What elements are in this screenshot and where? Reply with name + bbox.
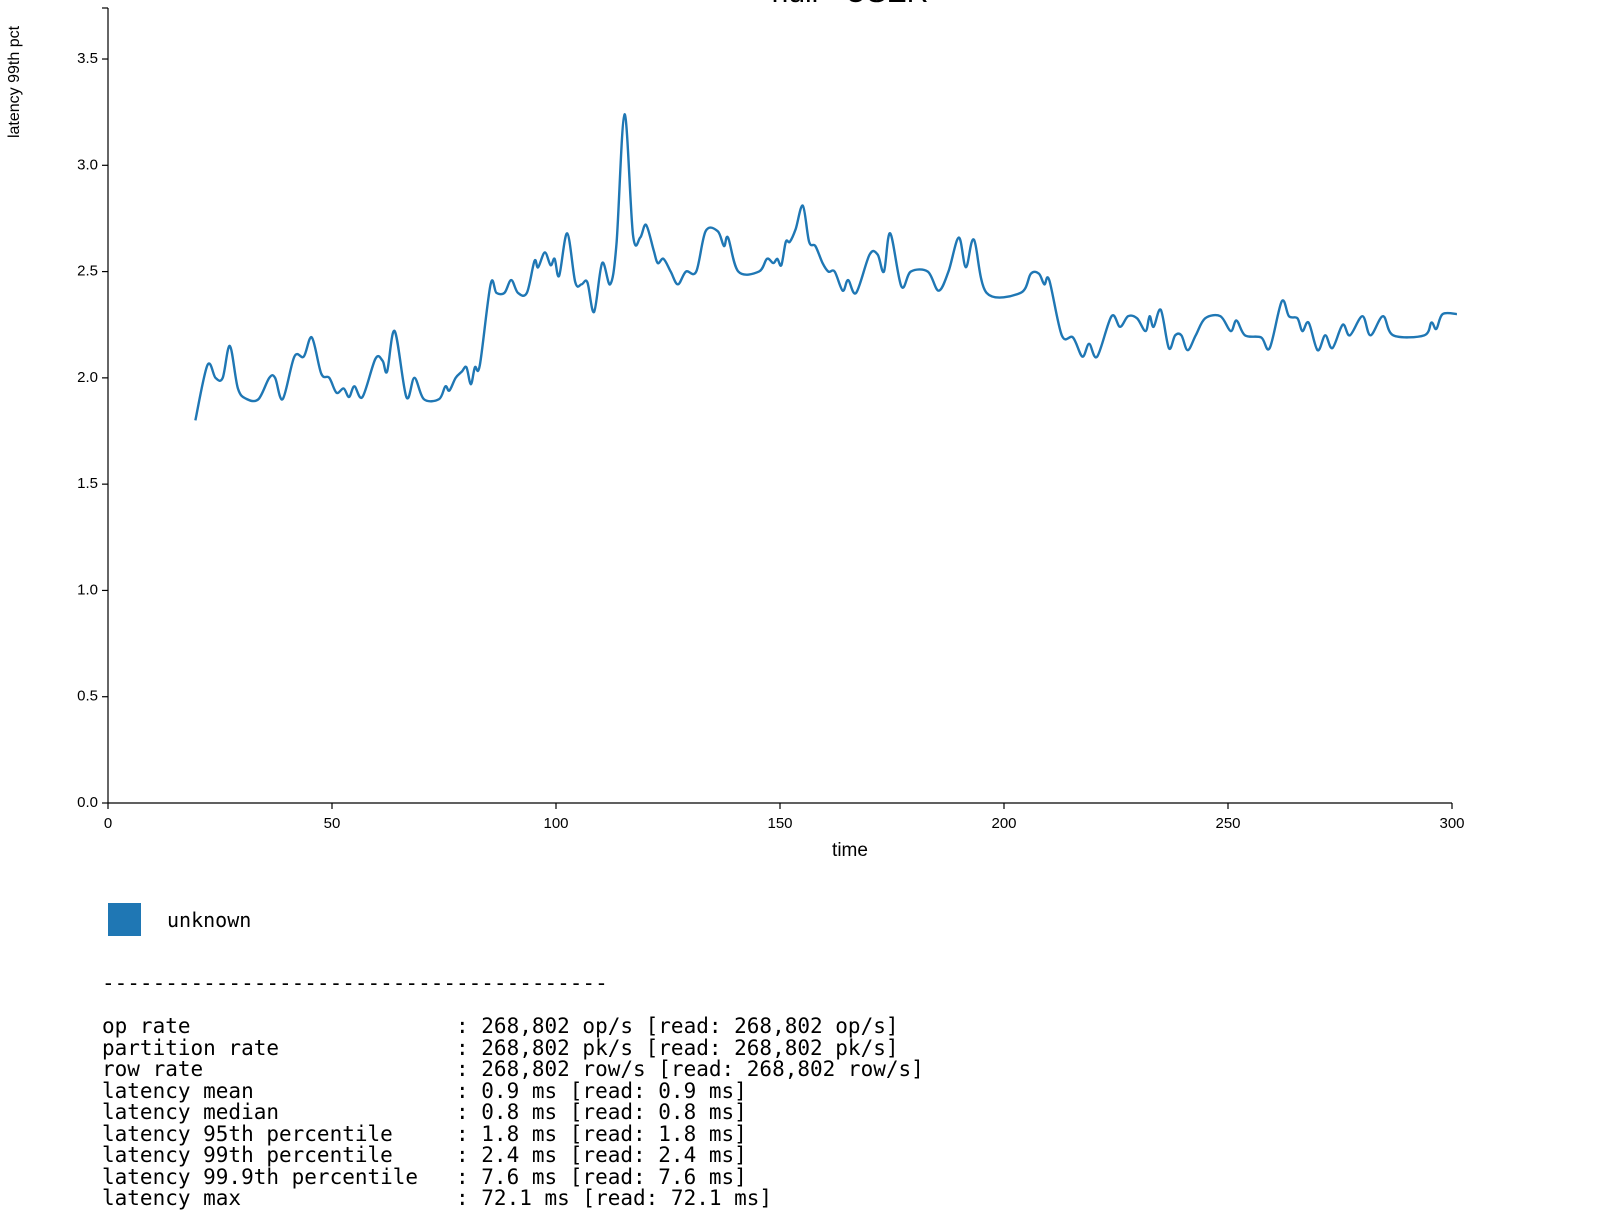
stats: ----------------------------------------… <box>102 930 924 1210</box>
stat-value: : 268,802 op/s [read: 268,802 op/s] <box>456 1014 899 1038</box>
y-axis-label: latency 99th pct <box>6 25 23 138</box>
stat-value: : 2.4 ms [read: 2.4 ms] <box>456 1143 747 1167</box>
x-tick-label: 300 <box>1439 815 1464 832</box>
stat-value: : 1.8 ms [read: 1.8 ms] <box>456 1121 747 1146</box>
chart-title: null - USER <box>772 0 929 9</box>
x-tick-label: 100 <box>543 815 568 832</box>
stat-row: partition rate : 268,802 pk/s [read: 268,… <box>102 1035 924 1060</box>
separator: ---------------------------------------- <box>102 971 608 995</box>
y-tick-label: 0.0 <box>77 794 98 811</box>
stat-row: op rate : 268,802 op/s [read: 268,802 op/… <box>102 1014 924 1038</box>
x-tick-label: 50 <box>324 815 341 832</box>
stat-value: : 268,802 row/s [read: 268,802 row/s] <box>456 1057 924 1081</box>
x-tick-label: 200 <box>991 815 1016 832</box>
x-tick-label: 150 <box>767 815 792 832</box>
x-axis-label: time <box>832 840 868 861</box>
stat-label: latency 99th percentile <box>102 1143 393 1167</box>
y-tick-label: 1.5 <box>77 475 98 492</box>
y-tick-label: 3.0 <box>77 156 98 173</box>
stat-label: latency max <box>102 1186 242 1210</box>
legend-swatch <box>108 903 141 936</box>
legend: unknown <box>108 903 251 936</box>
stat-row: latency mean : 0.9 ms [read: 0.9 ms] <box>102 1078 924 1103</box>
y-tick-label: 1.0 <box>77 581 98 598</box>
y-tick-label: 3.5 <box>77 50 98 67</box>
stat-value: : 268,802 pk/s [read: 268,802 pk/s] <box>456 1035 899 1060</box>
stat-row: latency median : 0.8 ms [read: 0.8 ms] <box>102 1100 924 1124</box>
data-line <box>194 113 1458 421</box>
stat-value: : 72.1 ms [read: 72.1 ms] <box>456 1186 773 1210</box>
stat-row: latency 95th percentile : 1.8 ms [read: 1… <box>102 1121 924 1146</box>
stat-row: row rate : 268,802 row/s [read: 268,802 r… <box>102 1057 924 1081</box>
stat-row: latency max : 72.1 ms [read: 72.1 ms] <box>102 1186 924 1210</box>
stat-label: latency 99.9th percentile <box>102 1164 419 1189</box>
stat-row: latency 99th percentile : 2.4 ms [read: 2… <box>102 1143 924 1167</box>
y-tick-label: 0.5 <box>77 688 98 705</box>
stat-label: partition rate <box>102 1035 280 1060</box>
y-tick-label: 2.0 <box>77 369 98 386</box>
stat-label: latency 95th percentile <box>102 1121 393 1146</box>
stat-label: op rate <box>102 1014 191 1038</box>
legend-label: unknown <box>167 907 252 932</box>
stat-row: latency 99.9th percentile : 7.6 ms [read:… <box>102 1164 924 1189</box>
x-tick-label: 0 <box>104 815 112 832</box>
x-tick-label: 250 <box>1215 815 1240 832</box>
stat-value: : 0.8 ms [read: 0.8 ms] <box>456 1100 747 1124</box>
stat-value: : 7.6 ms [read: 7.6 ms] <box>456 1164 747 1189</box>
page: null - USER time latency 99th pct 0.0 0.5… <box>6 0 1465 1209</box>
stat-label: latency median <box>102 1100 280 1124</box>
chart: null - USER time latency 99th pct 0.0 0.5… <box>6 0 1464 861</box>
stat-value: : 0.9 ms [read: 0.9 ms] <box>456 1078 747 1103</box>
y-tick-label: 2.5 <box>77 263 98 280</box>
stat-label: row rate <box>102 1057 204 1081</box>
stat-label: latency mean <box>102 1078 254 1103</box>
